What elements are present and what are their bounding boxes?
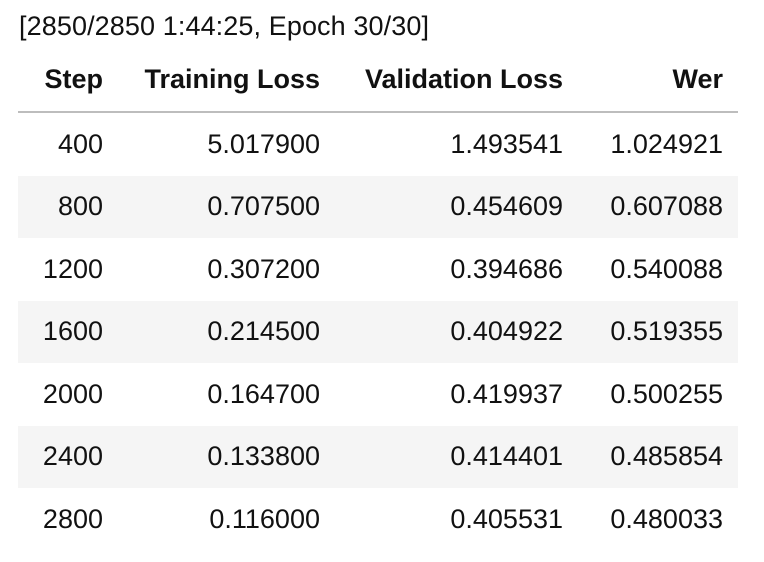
cell-step: 800 (57, 191, 103, 222)
cell-training-loss: 0.307200 (207, 253, 320, 284)
cell-wer: 0.540088 (610, 253, 723, 284)
cell-training-loss: 0.214500 (207, 316, 320, 347)
cell-step: 1600 (42, 316, 103, 347)
cell-wer: 0.607088 (610, 191, 723, 222)
cell-training-loss: 0.133800 (207, 441, 320, 472)
column-header-validation-loss: Validation Loss (335, 48, 578, 113)
cell-step: 1200 (42, 253, 103, 284)
cell-wer: 0.480033 (610, 503, 723, 534)
cell-step: 400 (57, 128, 103, 159)
column-header-training-loss: Training Loss (118, 48, 335, 113)
cell-step: 2400 (42, 441, 103, 472)
cell-validation-loss: 0.419937 (450, 378, 563, 409)
cell-training-loss: 0.116000 (209, 503, 320, 534)
table-row: 400 5.017900 1.493541 1.024921 (18, 112, 738, 176)
cell-wer: 0.485854 (610, 441, 723, 472)
table-row: 2000 0.164700 0.419937 0.500255 (18, 363, 738, 426)
cell-validation-loss: 0.404922 (450, 316, 563, 347)
cell-validation-loss: 0.394686 (450, 253, 563, 284)
table-row: 1600 0.214500 0.404922 0.519355 (18, 300, 738, 363)
training-metrics-table: Step Training Loss Validation Loss Wer 4… (18, 48, 738, 551)
table-row: 800 0.707500 0.454609 0.607088 (18, 175, 738, 238)
cell-step: 2800 (42, 503, 103, 534)
column-header-step: Step (18, 48, 118, 113)
cell-wer: 1.024921 (610, 128, 723, 159)
cell-validation-loss: 0.405531 (450, 503, 563, 534)
table-body: 400 5.017900 1.493541 1.024921 800 0.707… (18, 112, 738, 551)
cell-training-loss: 0.164700 (207, 378, 320, 409)
column-header-wer: Wer (578, 48, 738, 113)
table-row: 2400 0.133800 0.414401 0.485854 (18, 425, 738, 488)
cell-wer: 0.519355 (610, 316, 723, 347)
table-header-row: Step Training Loss Validation Loss Wer (18, 48, 738, 113)
cell-wer: 0.500255 (610, 378, 723, 409)
table-row: 1200 0.307200 0.394686 0.540088 (18, 238, 738, 301)
cell-validation-loss: 0.414401 (450, 441, 563, 472)
cell-training-loss: 5.017900 (207, 128, 320, 159)
cell-step: 2000 (42, 378, 103, 409)
cell-validation-loss: 0.454609 (450, 191, 563, 222)
training-progress-text: [2850/2850 1:44:25, Epoch 30/30] (19, 11, 430, 41)
table-header: Step Training Loss Validation Loss Wer (18, 48, 738, 113)
table-row: 2800 0.116000 0.405531 0.480033 (18, 488, 738, 551)
cell-training-loss: 0.707500 (207, 191, 320, 222)
cell-validation-loss: 1.493541 (450, 128, 563, 159)
